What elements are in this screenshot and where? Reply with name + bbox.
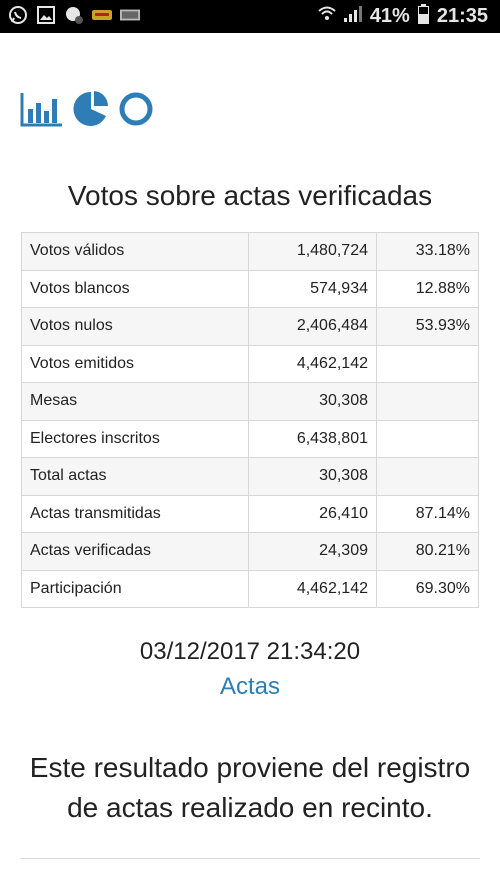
app-badge-icon: [92, 5, 112, 25]
row-value: 24,309: [248, 532, 377, 571]
row-percent: [376, 382, 479, 421]
results-table: Votos válidos 1,480,724 33.18% Votos blanco…: [21, 232, 479, 608]
table-row: Votos nulos 2,406,484 53.93%: [21, 307, 479, 346]
row-label: Votos emitidos: [21, 344, 249, 383]
row-label: Actas verificadas: [21, 532, 249, 571]
row-value: 26,410: [248, 494, 377, 533]
row-value: 2,406,484: [248, 307, 377, 346]
table-row: Mesas 30,308: [21, 382, 479, 421]
divider: [20, 858, 480, 859]
pie-chart-icon[interactable]: [72, 90, 110, 133]
row-percent: [376, 457, 479, 496]
row-label: Participación: [21, 569, 249, 608]
wifi-icon: [318, 5, 336, 29]
app-badge-icon: [120, 5, 140, 25]
whatsapp-icon: [8, 5, 28, 25]
row-value: 30,308: [248, 457, 377, 496]
table-row: Votos válidos 1,480,724 33.18%: [21, 232, 479, 271]
status-indicators: 41% 21:35: [318, 0, 488, 33]
chart-type-selector: [20, 90, 154, 133]
note-text: Este resultado proviene del registro de …: [29, 752, 471, 823]
signal-icon: [343, 5, 362, 28]
row-label: Votos blancos: [21, 269, 249, 308]
row-percent: 33.18%: [376, 232, 479, 271]
clock: 21:35: [436, 5, 488, 27]
row-percent: 80.21%: [376, 532, 479, 571]
row-label: Actas transmitidas: [21, 494, 249, 533]
row-value: 4,462,142: [248, 344, 377, 383]
table-row: Electores inscritos 6,438,801: [21, 419, 479, 458]
row-label: Votos válidos: [21, 232, 249, 271]
row-percent: 53.93%: [376, 307, 479, 346]
table-row: Actas transmitidas 26,410 87.14%: [21, 494, 479, 533]
donut-chart-icon[interactable]: [118, 91, 154, 132]
table-row: Votos blancos 574,934 12.88%: [21, 269, 479, 308]
table-row: Participación 4,462,142 69.30%: [21, 569, 479, 608]
battery-icon: [417, 3, 429, 30]
row-percent: 12.88%: [376, 269, 479, 308]
row-value: 4,462,142: [248, 569, 377, 608]
row-percent: [376, 344, 479, 383]
row-value: 1,480,724: [248, 232, 377, 271]
status-bar: 41% 21:35: [0, 0, 500, 33]
row-label: Electores inscritos: [21, 419, 249, 458]
bar-chart-icon[interactable]: [20, 91, 64, 132]
row-percent: [376, 419, 479, 458]
battery-percent: 41%: [369, 5, 410, 27]
row-percent: 87.14%: [376, 494, 479, 533]
row-value: 6,438,801: [248, 419, 377, 458]
page-title: Votos sobre actas verificadas: [67, 180, 433, 211]
app-icon: [64, 5, 84, 25]
gallery-icon: [36, 5, 56, 25]
timestamp: 03/12/2017 21:34:20: [139, 638, 361, 665]
row-label: Votos nulos: [21, 307, 249, 346]
table-row: Total actas 30,308: [21, 457, 479, 496]
row-value: 574,934: [248, 269, 377, 308]
results-table-body: Votos válidos 1,480,724 33.18% Votos blanco…: [21, 232, 479, 608]
row-value: 30,308: [248, 382, 377, 421]
row-percent: 69.30%: [376, 569, 479, 608]
row-label: Mesas: [21, 382, 249, 421]
notification-icons: [8, 5, 140, 25]
row-label: Total actas: [21, 457, 249, 496]
actas-link[interactable]: Actas: [219, 673, 281, 700]
table-row: Votos emitidos 4,462,142: [21, 344, 479, 383]
table-row: Actas verificadas 24,309 80.21%: [21, 532, 479, 571]
